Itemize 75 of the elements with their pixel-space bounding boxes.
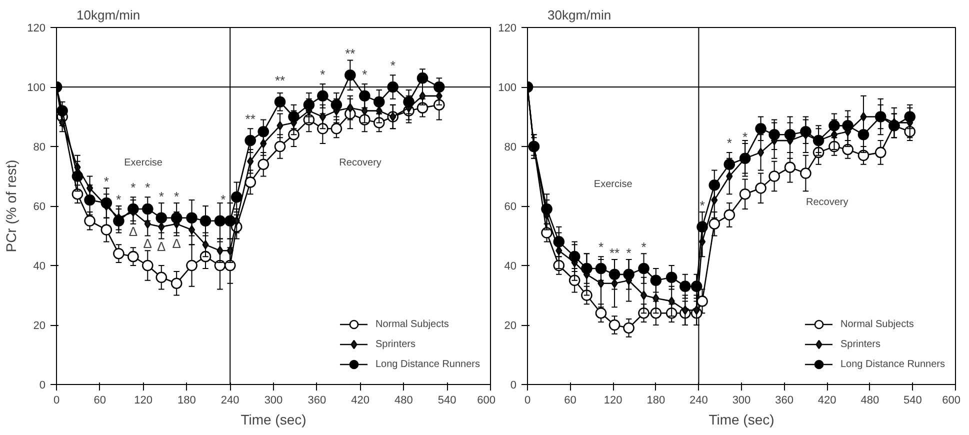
y-tick-label: 0 xyxy=(39,380,46,392)
x-tick-label: 60 xyxy=(564,394,576,406)
legend-label: Long Distance Runners xyxy=(840,358,945,370)
annotation: * xyxy=(174,188,180,204)
annotation: * xyxy=(104,174,109,190)
annotation: Recovery xyxy=(806,196,848,208)
y-tick-label: 100 xyxy=(27,82,46,94)
legend-label: Sprinters xyxy=(840,338,880,350)
y-tick-label: 120 xyxy=(498,22,517,34)
annotation: * xyxy=(158,188,164,204)
annotation: * xyxy=(145,180,150,195)
y-tick-label: 20 xyxy=(33,320,46,332)
x-tick-label: 480 xyxy=(394,394,413,406)
annotation: Δ xyxy=(172,236,182,251)
x-tick-label: 0 xyxy=(524,394,531,406)
y-tick-label: 0 xyxy=(510,380,517,392)
chart-title: 30kgm/min xyxy=(548,8,612,22)
x-tick-label: 120 xyxy=(604,394,622,406)
y-tick-label: 120 xyxy=(27,22,46,34)
x-tick-label: 180 xyxy=(178,394,196,406)
annotation: * xyxy=(700,198,705,213)
legend-label: Sprinters xyxy=(375,338,416,350)
y-tick-label: 60 xyxy=(504,201,517,213)
y-axis-title: PCr (% of rest) xyxy=(3,160,20,252)
annotation: Recovery xyxy=(339,158,382,169)
annotation: * xyxy=(116,192,122,207)
x-tick-label: 540 xyxy=(438,394,456,406)
x-tick-label: 420 xyxy=(351,394,370,406)
annotation: ** xyxy=(345,46,356,62)
x-tick-label: 300 xyxy=(732,394,751,406)
y-tick-label: 100 xyxy=(498,82,517,94)
annotation: * xyxy=(641,239,646,254)
x-tick-label: 420 xyxy=(818,394,836,406)
x-tick-label: 540 xyxy=(904,394,922,406)
x-tick-label: 240 xyxy=(220,394,240,406)
annotation: Δ xyxy=(157,238,166,254)
x-axis-title: Time (sec) xyxy=(240,412,306,428)
annotation: Exercise xyxy=(124,158,163,169)
annotation: * xyxy=(742,129,748,144)
annotation: * xyxy=(598,239,604,254)
x-tick-label: 600 xyxy=(477,394,496,406)
y-tick-label: 40 xyxy=(504,260,517,272)
annotation: ** xyxy=(274,72,286,88)
x-tick-label: 120 xyxy=(134,394,152,406)
annotation: Δ xyxy=(128,224,138,239)
legend-label: Long Distance Runners xyxy=(375,358,480,370)
y-tick-label: 60 xyxy=(33,201,46,213)
annotation: ** xyxy=(245,112,256,127)
y-tick-label: 20 xyxy=(504,320,517,332)
x-tick-label: 0 xyxy=(53,394,60,406)
y-tick-label: 80 xyxy=(504,142,517,154)
x-axis-title: Time (sec) xyxy=(708,412,774,428)
x-tick-label: 180 xyxy=(646,394,666,406)
x-tick-label: 300 xyxy=(264,394,283,406)
annotation: * xyxy=(626,245,632,260)
annotation: Exercise xyxy=(594,179,633,190)
x-tick-label: 480 xyxy=(860,394,880,406)
annotation: * xyxy=(130,180,136,195)
annotation: * xyxy=(390,58,396,73)
x-tick-label: 240 xyxy=(690,394,708,406)
annotation: Δ xyxy=(143,236,152,251)
x-tick-label: 60 xyxy=(94,394,106,406)
annotation: * xyxy=(220,192,226,207)
y-tick-label: 80 xyxy=(33,142,46,154)
chart-title: 10kgm/min xyxy=(76,8,140,22)
legend-label: Normal Subjects xyxy=(375,318,449,330)
x-tick-label: 360 xyxy=(308,394,326,406)
y-tick-label: 40 xyxy=(33,260,46,272)
annotation: * xyxy=(320,66,326,82)
x-tick-label: 360 xyxy=(775,394,794,406)
annotation: * xyxy=(726,135,732,150)
annotation: * xyxy=(362,66,368,82)
x-tick-label: 600 xyxy=(942,394,961,406)
annotation: ** xyxy=(609,245,620,260)
legend-label: Normal Subjects xyxy=(840,318,914,330)
